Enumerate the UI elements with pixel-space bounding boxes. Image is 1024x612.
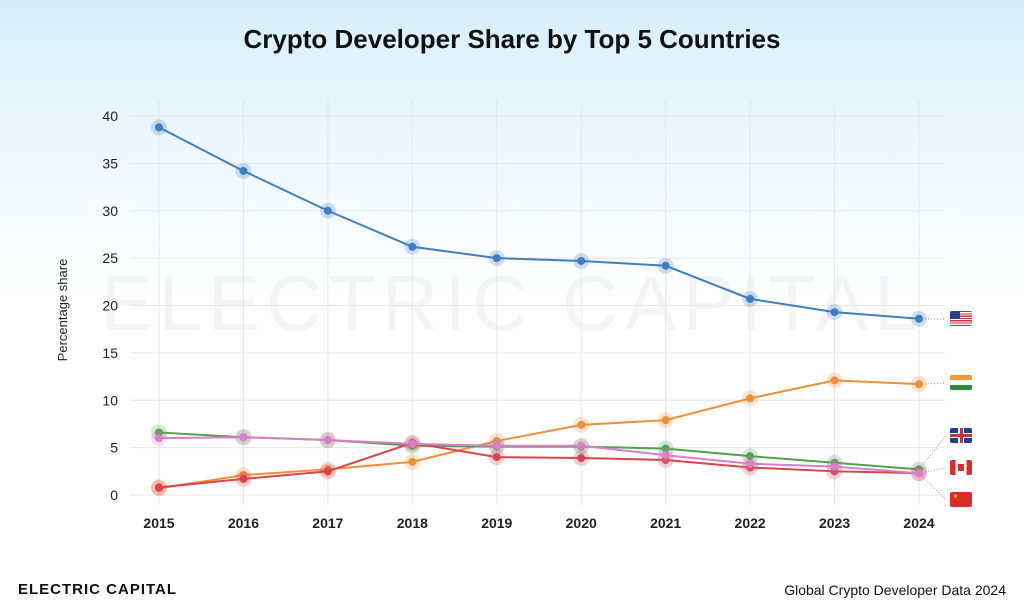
x-tick-label: 2023 [819,515,850,531]
x-tick-label: 2021 [650,515,681,531]
y-tick-label: 30 [102,203,118,219]
data-point [661,451,670,460]
data-point [577,441,586,450]
data-point [239,433,248,442]
data-point [239,474,248,483]
data-point [492,441,501,450]
data-point [830,308,839,317]
source-note: Global Crypto Developer Data 2024 [784,582,1006,598]
flag-leader-line [918,472,947,501]
y-tick-label: 0 [110,487,118,503]
flag-united-kingdom-icon [950,428,972,443]
data-point [323,436,332,445]
data-point [915,380,923,389]
y-tick-label: 35 [102,155,118,171]
data-point [155,428,163,437]
y-tick-label: 20 [102,298,118,314]
y-tick-label: 10 [102,392,118,408]
data-point [492,453,501,462]
data-point [408,242,417,251]
data-point [661,444,670,453]
data-point [661,416,670,425]
flag-leader-line [918,435,947,470]
data-point [239,166,248,175]
data-point [155,123,163,132]
y-tick-label: 15 [102,345,118,361]
data-point [830,462,839,471]
x-tick-label: 2017 [312,515,343,531]
x-tick-label: 2015 [143,515,174,531]
data-point [408,439,417,448]
data-point [155,483,163,492]
x-tick-label: 2019 [481,515,512,531]
data-point [155,434,163,443]
series-line [158,436,920,475]
data-point [577,256,586,265]
flag-united-states-icon [950,311,972,326]
data-point [661,261,670,270]
series-line [158,126,920,320]
flag-canada-icon [950,460,972,475]
data-point [577,454,586,463]
series-line [158,441,920,489]
data-point [915,314,923,323]
x-tick-label: 2020 [566,515,597,531]
y-tick-label: 40 [102,108,118,124]
data-point [746,459,755,468]
chart-title: Crypto Developer Share by Top 5 Countrie… [243,24,781,54]
data-point [746,394,755,403]
data-point [408,457,417,466]
data-point [746,452,755,461]
data-point [323,467,332,476]
x-tick-label: 2022 [735,515,766,531]
flag-china-icon: ★ [950,492,972,507]
electric-capital-logo: ELECTRIC CAPITAL [18,581,178,598]
flag-india-icon [950,375,972,390]
y-tick-label: 5 [110,440,118,456]
series-line [158,379,920,490]
x-tick-label: 2016 [228,515,259,531]
x-tick-label: 2018 [397,515,428,531]
line-chart: ELECTRIC CAPITAL 0 5 10 15 20 25 30 35 40 2015 2016… [55,100,947,531]
data-point [746,294,755,303]
y-axis-label: Percentage share [55,259,70,362]
data-point [577,420,586,429]
data-point [492,254,501,263]
data-point [323,206,332,215]
watermark: ELECTRIC CAPITAL [101,259,924,347]
data-point [915,469,923,478]
y-tick-label: 25 [102,250,118,266]
x-tick-label: 2024 [903,515,934,531]
data-point [830,376,839,385]
